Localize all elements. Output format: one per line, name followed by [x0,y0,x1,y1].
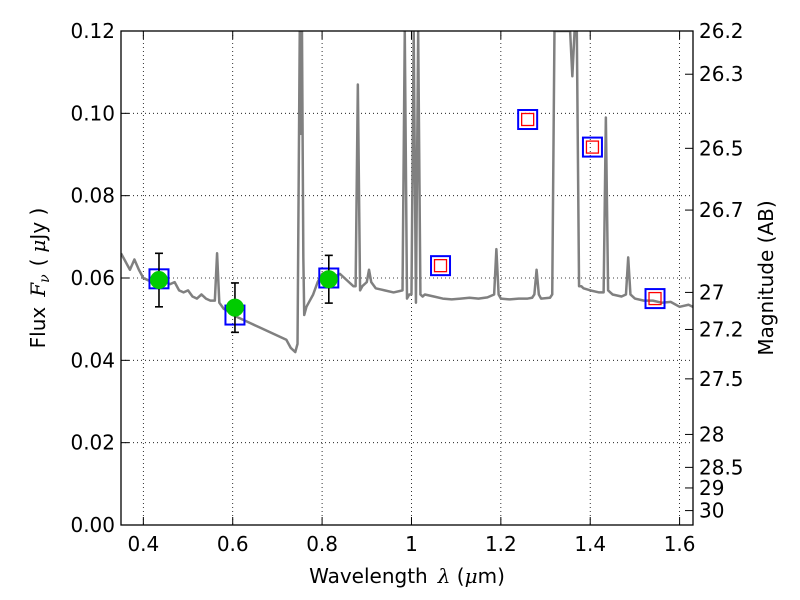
x-axis-unit-open: ( [450,564,464,588]
y-tick-label: 0.00 [70,513,115,537]
spectrum-line [121,31,693,354]
x-tick-label: 1 [405,532,418,556]
x-axis-title-prefix: Wavelength [309,564,428,588]
x-axis-title: Wavelength λ (μm) [309,564,505,588]
y2-tick-label: 27 [699,280,724,304]
y2-tick-label: 30 [699,499,724,523]
x-tick-label: 0.4 [127,532,159,556]
y-axis-title-prefix: Flux [26,307,50,349]
model-inner-square-marker [648,291,662,306]
observed-point [225,298,244,317]
y-tick-label: 0.06 [70,266,115,290]
y2-tick-label: 26.7 [699,198,744,222]
model-inner-square-marker [585,140,600,154]
model-square-marker [581,136,603,158]
y2-tick-label: 29 [699,476,724,500]
model-square-marker [430,255,452,277]
x-axis-symbol: λ [437,564,451,588]
y-axis-unit-rest: Jy ) [26,208,50,242]
y2-tick-label: 27.2 [699,317,744,341]
observed-point [319,270,338,289]
y-tick-label: 0.04 [70,348,115,372]
y2-tick-label: 26.5 [699,136,744,160]
y2-tick-label: 28.5 [699,455,744,479]
x-axis-unit-mu: μ [465,564,478,588]
x-axis-ticks: 0.4 0.6 0.8 1 1.2 1.4 1.6 [127,31,696,556]
x-axis-unit-rest: m) [478,564,505,588]
y-axis-symbol: F [26,282,50,298]
y-axis-unit-mu: μ [26,240,50,253]
y-axis-title: Flux Fν ( μJy ) [26,208,53,349]
y-tick-label: 0.02 [70,431,115,455]
x-tick-label: 0.8 [306,532,338,556]
y-axis-subscript: ν [37,274,53,283]
model-inner-square-marker [521,112,535,127]
x-tick-label: 1.2 [485,532,517,556]
y-axis-ticks: 0.00 0.02 0.04 0.06 0.08 0.10 0.12 [70,19,129,537]
y-tick-label: 0.08 [70,184,115,208]
x-tick-label: 1.6 [664,532,696,556]
plot-area [121,31,693,354]
observed-points [149,270,338,317]
model-square-marker [644,288,666,310]
y-axis-unit-open: ( [26,259,50,267]
y2-tick-label: 26.2 [699,19,744,43]
y2-tick-label: 26.3 [699,62,744,86]
y2-tick-label: 28 [699,422,724,446]
observed-point [149,271,168,290]
x-tick-label: 1.4 [574,532,606,556]
x-tick-label: 0.6 [217,532,249,556]
y-tick-label: 0.12 [70,19,115,43]
y2-axis-title: Magnitude (AB) [754,200,778,355]
y2-tick-label: 27.5 [699,367,744,391]
y-tick-label: 0.10 [70,101,115,125]
model-square-marker [517,109,539,131]
model-inner-square-marker [433,258,448,273]
